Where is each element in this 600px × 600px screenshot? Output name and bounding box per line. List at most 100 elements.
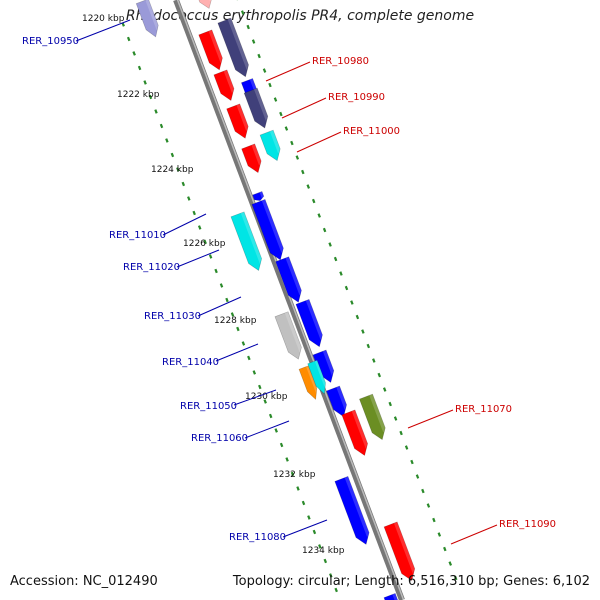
reverse-tick-track [301,500,306,506]
genome-backbone [173,0,405,600]
gene-rer-11050b-arrow-shape [312,349,335,383]
forward-tick-track [251,39,256,44]
forward-tick-track [453,575,458,581]
gene-top-faded-arrow [193,0,213,9]
gene-red-arrow-3 [226,103,249,139]
gene-rer-11040b-arrow-shading [305,299,323,340]
gene-label-rer-10990[interactable]: RER_10990 [328,92,385,103]
gene-label-leader [244,420,290,439]
gene-rer-10950-arrow-shape [135,0,159,38]
gene-label-rer-11040[interactable]: RER_11040 [162,357,219,368]
forward-tick-track [240,10,245,15]
gene-label-rer-11000[interactable]: RER_11000 [343,126,400,137]
reverse-tick-track [132,51,136,56]
gene-red-arrow-3-shading [236,103,249,132]
tick-label: 1224 kbp [151,165,194,175]
gene-label-rer-11050[interactable]: RER_11050 [180,401,237,412]
gene-navy-arrow-1-shape [217,17,249,78]
gene-rer-11050-arrow [298,365,318,400]
reverse-tick-track [208,254,213,259]
gene-bottom-blue-arrow-shape [383,592,401,600]
reverse-tick-track [312,529,317,535]
gene-label-rer-10980[interactable]: RER_10980 [312,56,369,67]
gene-label-rer-11080[interactable]: RER_11080 [229,532,286,543]
forward-tick-track [410,459,414,465]
gene-label-rer-11060[interactable]: RER_11060 [191,433,248,444]
gene-rer-11030-arrow [275,256,302,303]
gene-rer-11070-arrow-shape [359,393,386,441]
gene-label-rer-11010[interactable]: RER_11010 [109,230,166,241]
forward-tick-track [306,184,311,189]
tick-label: 1234 kbp [302,546,345,556]
gene-red-arrow-2-shading [223,69,235,94]
forward-tick-track [404,445,409,450]
gene-rer-11030-arrow-shape [275,256,302,303]
forward-tick-track [355,314,360,320]
gene-label-rer-10950[interactable]: RER_10950 [22,36,79,47]
reverse-tick-track [165,138,169,143]
forward-tick-track [246,24,250,30]
gene-rer-11060-arrow-shape [326,385,347,418]
forward-tick-track [322,227,327,233]
gene-rer-11090-arrow-shape [383,521,416,582]
map-title: Rhodococcus erythropolis PR4, complete g… [125,8,475,24]
forward-tick-track [361,329,365,334]
forward-tick-track [301,169,305,175]
forward-tick-track [421,488,425,494]
accession-text: Accession: NC_012490 [10,574,158,589]
reverse-tick-track [225,297,229,303]
tick-label: 1226 kbp [183,239,226,249]
reverse-tick-track [318,544,322,549]
gene-rer-11080-arrow-shading [344,476,370,538]
reverse-tick-track [258,384,262,390]
gene-small-blue-arrow [252,191,265,202]
gene-rer-11040-arrow-shading [284,311,302,353]
tick-label: 1222 kbp [117,90,160,100]
gene-label-leader [197,296,242,317]
gene-rer-11090-arrow [383,521,416,582]
gene-rer-11010-arrow [230,211,262,271]
gene-rer-11050-arrow-shading [306,365,317,393]
gene-rer-11070-red-arrow-shape [341,409,368,456]
gene-cyan-arrow-2 [307,359,326,395]
reverse-tick-track [307,515,311,520]
forward-tick-track [372,358,376,363]
forward-tick-track [350,300,354,305]
gene-navy-arrow-1 [217,17,249,78]
gene-rer-10950-arrow-shading [145,0,159,31]
gene-label-leader [296,131,342,153]
gene-label-rer-11030[interactable]: RER_11030 [144,311,201,322]
gene-label-rer-11090[interactable]: RER_11090 [499,519,556,530]
forward-tick-track [311,198,316,204]
gene-label-rer-11020[interactable]: RER_11020 [123,262,180,273]
gene-rer-11020-arrow [251,199,284,261]
gene-red-arrow-1-shape [198,29,223,71]
gene-rer-11070-red-arrow [341,409,368,456]
gene-red-arrow-3-shape [226,103,249,139]
gene-rer-11020-arrow-shape [251,199,284,261]
gene-cyan-arrow-1 [259,129,281,162]
gene-label-leader [75,19,131,42]
reverse-tick-track [236,326,240,332]
gene-red-arrow-1 [198,29,223,71]
forward-tick-track [279,111,283,117]
gene-label-rer-11070[interactable]: RER_11070 [455,404,512,415]
gene-label-leader [450,524,498,545]
forward-tick-track [273,97,278,102]
gene-rer-11040-arrow [274,311,302,360]
reverse-tick-track [192,210,196,216]
gene-label-leader [282,519,328,538]
gene-label-leader [162,213,207,236]
gene-bottom-blue-arrow [383,592,401,600]
gene-rer-11080-arrow [334,476,370,545]
tick-label: 1230 kbp [245,392,288,402]
reverse-tick-track [290,471,295,477]
reverse-tick-track [126,36,131,42]
reverse-tick-track [263,399,267,404]
reverse-tick-track [230,312,235,317]
gene-cyan-arrow-1-shape [259,129,281,162]
forward-tick-track [339,271,343,276]
reverse-tick-track [187,196,191,201]
gene-small-blue-arrow-shading [259,191,264,199]
